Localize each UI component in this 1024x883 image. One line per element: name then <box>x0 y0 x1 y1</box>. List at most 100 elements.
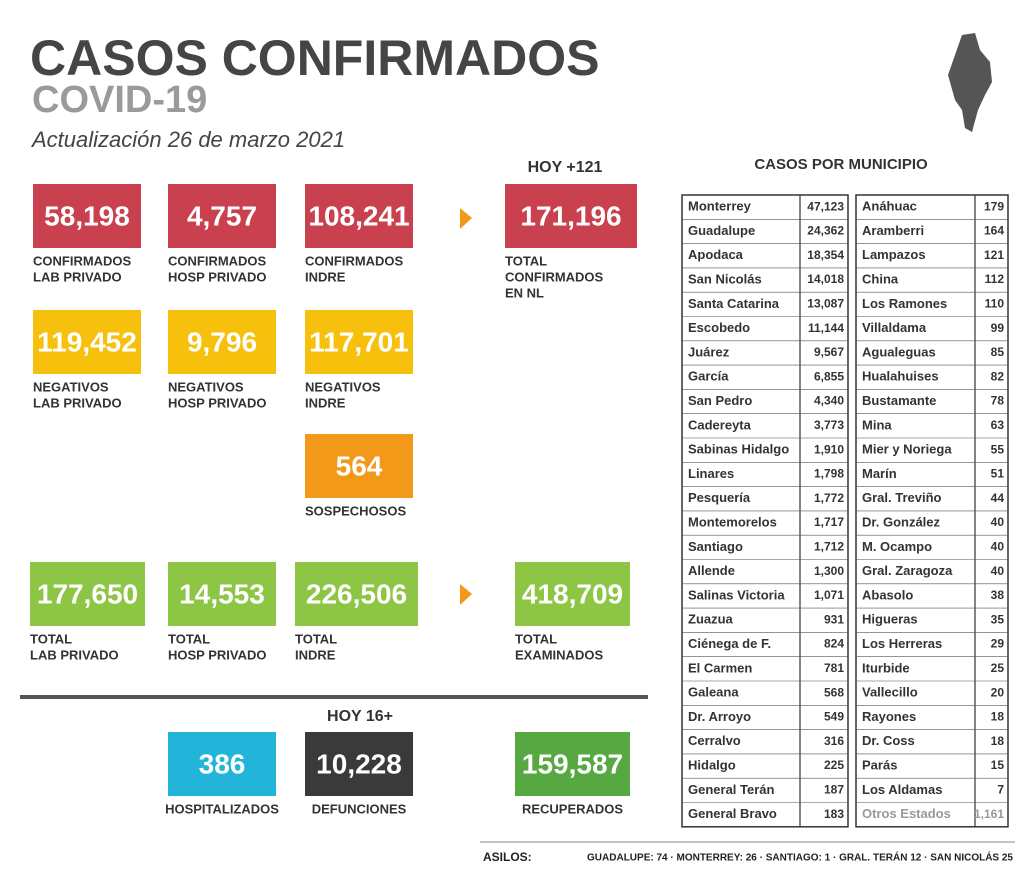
municipio-name: Marín <box>862 466 897 481</box>
stat-label: NEGATIVOS <box>305 379 381 394</box>
municipio-name: Cadereyta <box>688 417 752 432</box>
municipio-name: Salinas Victoria <box>688 587 785 602</box>
municipio-value: 44 <box>991 491 1005 505</box>
footer-label: ASILOS: <box>483 850 532 864</box>
municipio-value: 4,340 <box>814 394 844 408</box>
municipio-value: 85 <box>991 345 1005 359</box>
arrow <box>460 208 472 229</box>
stat-label: LAB PRIVADO <box>30 647 119 662</box>
municipio-name: Pesquería <box>688 490 751 505</box>
municipio-value: 51 <box>991 467 1005 481</box>
stat-box <box>515 562 630 626</box>
stat-box <box>168 310 276 374</box>
municipio-value: 55 <box>991 442 1005 456</box>
stat-value: 159,587 <box>522 748 623 779</box>
municipio-value: 549 <box>824 710 844 724</box>
municipio-value: 40 <box>991 515 1005 529</box>
municipio-value: 63 <box>991 418 1005 432</box>
municipio-name: Mier y Noriega <box>862 442 952 457</box>
municipio-name: Sabinas Hidalgo <box>688 442 789 457</box>
municipio-name: Gral. Treviño <box>862 490 942 505</box>
stat-box <box>505 184 637 248</box>
municipio-value: 316 <box>824 734 844 748</box>
subtitle: COVID-19 <box>32 79 207 121</box>
municipio-value: 568 <box>824 685 844 699</box>
municipio-value: 78 <box>991 394 1005 408</box>
municipio-value: 110 <box>985 297 1005 311</box>
municipio-name: Montemorelos <box>688 514 777 529</box>
stat-label: HOSP PRIVADO <box>168 395 266 410</box>
stat-label: INDRE <box>295 647 336 662</box>
municipio-value: 1,717 <box>814 515 844 529</box>
stat-label: TOTAL <box>505 253 547 268</box>
stat-label: TOTAL <box>168 631 210 646</box>
date: Actualización 26 de marzo 2021 <box>30 127 345 152</box>
stat-box <box>30 562 145 626</box>
stat-box <box>305 310 413 374</box>
stat-label: LAB PRIVADO <box>33 395 122 410</box>
municipio-name: San Nicolás <box>688 271 762 286</box>
municipio-name: Lampazos <box>862 247 926 262</box>
municipio-value: 121 <box>984 248 1004 262</box>
municipio-name: Dr. Arroyo <box>688 709 751 724</box>
stat-label: TOTAL <box>515 631 557 646</box>
municipio-value: 1,772 <box>814 491 844 505</box>
map-icon <box>948 33 992 132</box>
municipio-name: Mina <box>862 417 892 432</box>
municipio-name: San Pedro <box>688 393 752 408</box>
municipio-name: Guadalupe <box>688 223 755 238</box>
title: CASOS CONFIRMADOS <box>30 30 599 86</box>
municipio-value: 99 <box>991 321 1005 335</box>
stat-label: EXAMINADOS <box>515 647 603 662</box>
heading: HOY 16+ <box>327 708 393 725</box>
municipio-value: 14,018 <box>807 272 844 286</box>
stat-value: 564 <box>336 450 383 481</box>
stat-label: RECUPERADOS <box>522 801 623 816</box>
stat-label: LAB PRIVADO <box>33 269 122 284</box>
municipio-name: Zuazua <box>688 612 734 627</box>
municipio-name: Parás <box>862 757 897 772</box>
municipio-value: 781 <box>824 661 844 675</box>
stat-box <box>168 184 276 248</box>
municipio-name: Abasolo <box>862 587 913 602</box>
municipio-value: 35 <box>991 612 1005 626</box>
municipio-name: Santiago <box>688 539 743 554</box>
municipio-name: Otros Estados <box>862 806 951 821</box>
municipio-value: 25 <box>991 661 1005 675</box>
municipio-name: Dr. González <box>862 514 941 529</box>
municipio-value: 164 <box>984 224 1004 238</box>
municipio-name: Agualeguas <box>862 344 936 359</box>
heading: HOY +121 <box>528 159 603 176</box>
municipio-value: 183 <box>824 807 844 821</box>
municipio-value: 20 <box>991 685 1005 699</box>
municipio-name: General Terán <box>688 782 775 797</box>
municipio-name: El Carmen <box>688 660 752 675</box>
municipio-value: 824 <box>824 637 844 651</box>
municipio-value: 9,567 <box>814 345 844 359</box>
municipio-value: 13,087 <box>807 297 844 311</box>
stat-label: NEGATIVOS <box>168 379 244 394</box>
municipio-value: 82 <box>991 369 1005 383</box>
stat-label: DEFUNCIONES <box>312 801 407 816</box>
stat-box <box>168 732 276 796</box>
municipio-name: Hidalgo <box>688 757 736 772</box>
table-title: CASOS POR MUNICIPIO <box>754 156 928 173</box>
municipio-value: 47,123 <box>807 199 844 213</box>
municipio-name: Apodaca <box>688 247 744 262</box>
municipio-name: Bustamante <box>862 393 936 408</box>
municipio-value: 1,071 <box>814 588 844 602</box>
municipio-name: Linares <box>688 466 734 481</box>
municipio-value: 24,362 <box>807 224 844 238</box>
municipio-value: 1,712 <box>814 540 844 554</box>
municipio-value: 18,354 <box>807 248 844 262</box>
stat-box <box>33 184 141 248</box>
municipio-value: 179 <box>984 199 1004 213</box>
municipio-value: 1,798 <box>814 467 844 481</box>
stat-value: 177,650 <box>37 578 138 609</box>
municipio-value: 6,855 <box>814 369 844 383</box>
municipio-name: Dr. Coss <box>862 733 915 748</box>
municipio-name: Higueras <box>862 612 918 627</box>
stat-box <box>515 732 630 796</box>
